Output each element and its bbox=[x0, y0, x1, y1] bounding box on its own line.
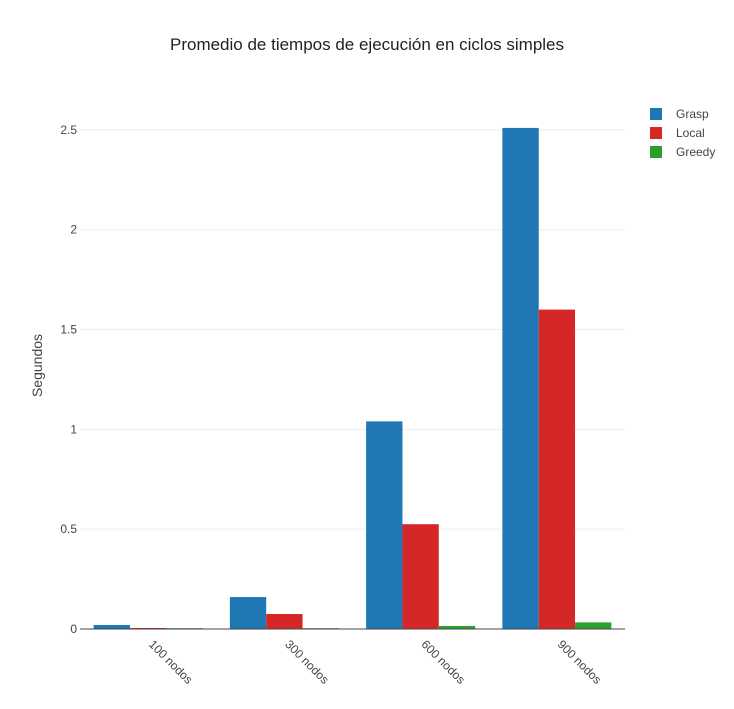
y-tick-label: 0.5 bbox=[60, 522, 77, 536]
y-tick-label: 2 bbox=[70, 223, 77, 237]
bar-grasp-2[interactable] bbox=[366, 421, 403, 629]
legend-swatch-local[interactable] bbox=[650, 127, 662, 139]
legend[interactable]: Grasp Local Greedy bbox=[650, 107, 715, 159]
x-tick-label: 600 nodos bbox=[419, 637, 469, 687]
bar-greedy-2[interactable] bbox=[438, 626, 476, 629]
x-tick-label: 900 nodos bbox=[555, 637, 605, 687]
legend-swatch-greedy[interactable] bbox=[650, 146, 662, 158]
bar-local-3[interactable] bbox=[538, 309, 576, 629]
x-tick-label: 100 nodos bbox=[146, 637, 196, 687]
bar-grasp-0[interactable] bbox=[93, 625, 130, 629]
chart-title: Promedio de tiempos de ejecución en cicl… bbox=[170, 35, 564, 54]
y-tick-label: 2.5 bbox=[60, 123, 77, 137]
bar-greedy-3[interactable] bbox=[575, 622, 612, 629]
legend-label-greedy[interactable]: Greedy bbox=[676, 145, 715, 159]
y-tick-label: 1.5 bbox=[60, 323, 77, 337]
x-axis-ticks: 100 nodos 300 nodos 600 nodos 900 nodos bbox=[146, 637, 604, 687]
y-tick-label: 1 bbox=[70, 422, 77, 436]
bar-grasp-3[interactable] bbox=[502, 127, 539, 629]
legend-swatch-grasp[interactable] bbox=[650, 108, 662, 120]
y-tick-label: 0 bbox=[70, 622, 77, 636]
bars bbox=[93, 127, 612, 629]
y-axis-ticks: 0 0.5 1 1.5 2 2.5 bbox=[60, 123, 77, 636]
bar-local-2[interactable] bbox=[402, 524, 439, 629]
x-tick-label: 300 nodos bbox=[282, 637, 332, 687]
legend-label-grasp[interactable]: Grasp bbox=[676, 107, 709, 121]
bar-local-1[interactable] bbox=[266, 614, 303, 629]
legend-label-local[interactable]: Local bbox=[676, 126, 705, 140]
y-axis-title: Segundos bbox=[29, 334, 45, 397]
bar-grasp-1[interactable] bbox=[229, 597, 267, 629]
